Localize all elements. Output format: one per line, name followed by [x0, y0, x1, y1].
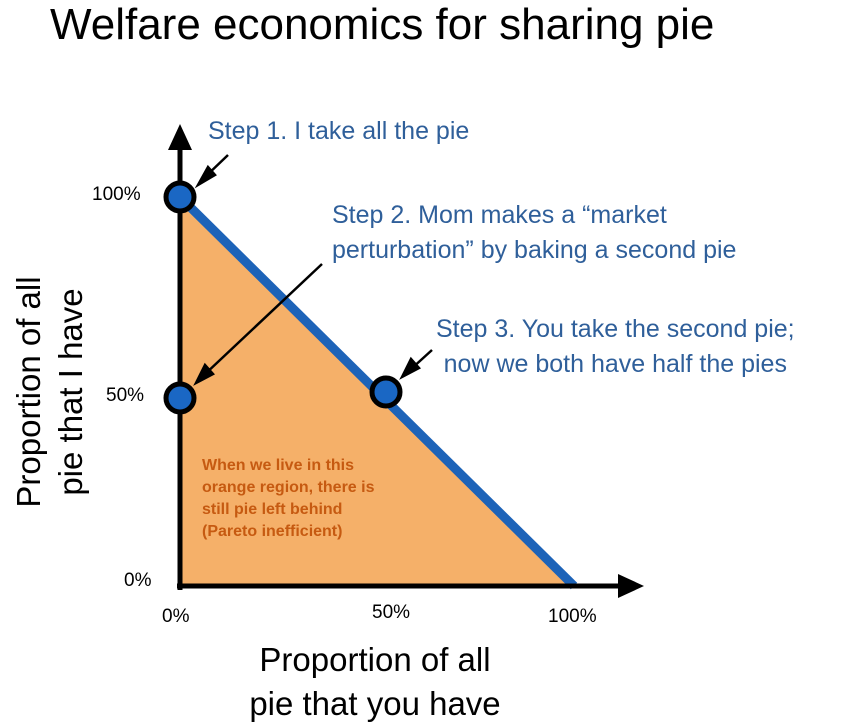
- step2-label-line1: Step 2. Mom makes a “market: [332, 201, 667, 229]
- step3-arrowhead: [399, 356, 421, 380]
- y-tick-100: 100%: [92, 184, 141, 205]
- step1-label: Step 1. I take all the pie: [208, 117, 470, 145]
- region-note-line4: (Pareto inefficient): [202, 523, 343, 540]
- region-note-line3: still pie left behind: [202, 501, 343, 518]
- y-axis-arrowhead: [168, 124, 192, 150]
- x-tick-0: 0%: [162, 606, 190, 627]
- y-tick-0: 0%: [124, 570, 152, 591]
- page-title: Welfare economics for sharing pie: [50, 0, 715, 49]
- point-step3: [369, 375, 403, 409]
- region-note: When we live in this orange region, ther…: [202, 455, 374, 543]
- step2-label-line2: perturbation” by baking a second pie: [332, 236, 737, 264]
- x-axis-label-line2: pie that you have: [249, 685, 501, 722]
- x-axis-label: Proportion of all pie that you have: [225, 638, 525, 726]
- step2-arrowhead: [193, 362, 215, 386]
- x-axis-label-line1: Proportion of all: [259, 641, 491, 678]
- step3-label-line2: now we both have half the pies: [443, 350, 787, 378]
- y-tick-50: 50%: [106, 385, 145, 406]
- x-tick-50: 50%: [372, 602, 411, 623]
- x-tick-100: 100%: [548, 606, 597, 627]
- y-axis-label: Proportion of all pie that I have: [8, 242, 92, 542]
- point-step1: [163, 180, 197, 214]
- point-step2: [163, 381, 197, 415]
- region-note-line1: When we live in this: [202, 457, 355, 474]
- step2-label: Step 2. Mom makes a “market perturbation…: [332, 198, 736, 268]
- step3-label-line1: Step 3. You take the second pie;: [436, 315, 795, 343]
- x-axis-arrowhead: [618, 574, 644, 598]
- step3-label: Step 3. You take the second pie; now we …: [436, 312, 795, 382]
- step2-arrow: [202, 263, 323, 377]
- y-axis-label-line1: Proportion of all: [10, 276, 47, 508]
- y-axis-label-line2: pie that I have: [52, 288, 89, 496]
- region-note-line2: orange region, there is: [202, 479, 375, 496]
- step1-arrowhead: [194, 164, 217, 189]
